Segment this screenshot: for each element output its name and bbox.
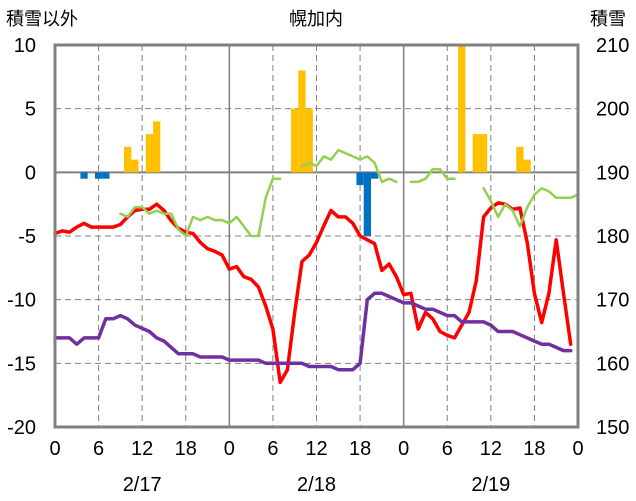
plot-frame [53,43,580,429]
blue-bar [94,172,103,179]
snowfall-bar [305,108,313,173]
green-line [300,148,398,184]
right-tick-label: 160 [596,353,629,375]
date-label: 2/19 [471,474,510,496]
blue-bar [363,172,371,236]
snowfall-bar [472,134,480,173]
date-label: 2/17 [123,474,162,496]
left-tick-label: -20 [7,417,36,439]
green-line [482,187,580,228]
snowfall-bar [131,159,139,173]
x-tick-label: 0 [572,438,583,460]
left-tick-label: -10 [7,290,36,312]
right-tick-label: 190 [596,162,629,184]
right-tick-label: 180 [596,226,629,248]
bars [80,45,531,236]
blue-bar [102,172,110,179]
snowfall-bar [145,134,154,173]
chart-title: 幌加内 [289,9,343,30]
x-tick-label: 6 [442,438,453,460]
x-tick-label: 18 [349,438,371,460]
left-axis-label: 積雪以外 [6,9,78,30]
x-tick-label: 0 [49,438,60,460]
x-tick-label: 12 [131,438,153,460]
right-tick-label: 210 [596,35,629,57]
snowfall-bar [479,134,488,173]
x-tick-label: 12 [480,438,502,460]
x-tick-label: 6 [93,438,104,460]
x-tick-label: 6 [267,438,278,460]
snowfall-bar [153,121,161,173]
x-tick-label: 12 [305,438,327,460]
snowfall-bar [516,146,524,173]
snowfall-bar [458,45,466,173]
green-line [409,167,456,184]
left-tick-label: -5 [18,226,36,248]
x-tick-label: 0 [398,438,409,460]
x-tick-label: 18 [523,438,545,460]
left-tick-label: 5 [25,99,36,121]
blue-bar [356,172,364,186]
snowfall-bar [291,108,299,173]
snowfall-bar [523,159,531,173]
x-tick-label: 18 [175,438,197,460]
green-line [119,177,282,238]
grid [55,45,578,427]
lines [53,148,580,385]
x-tick-label: 0 [224,438,235,460]
date-label: 2/18 [297,474,336,496]
snow_depth-line [53,291,573,372]
snowfall-bar [124,146,132,173]
left-tick-label: 0 [25,162,36,184]
blue-bar [370,172,379,179]
right-axis-label: 積雪 [590,9,626,30]
left-tick-label: 10 [14,35,36,57]
temperature-line [53,201,573,385]
right-tick-label: 150 [596,417,629,439]
snowfall-bar [298,70,306,173]
left-tick-label: -15 [7,353,36,375]
right-tick-label: 200 [596,99,629,121]
right-tick-label: 170 [596,290,629,312]
blue-bar [80,172,88,179]
